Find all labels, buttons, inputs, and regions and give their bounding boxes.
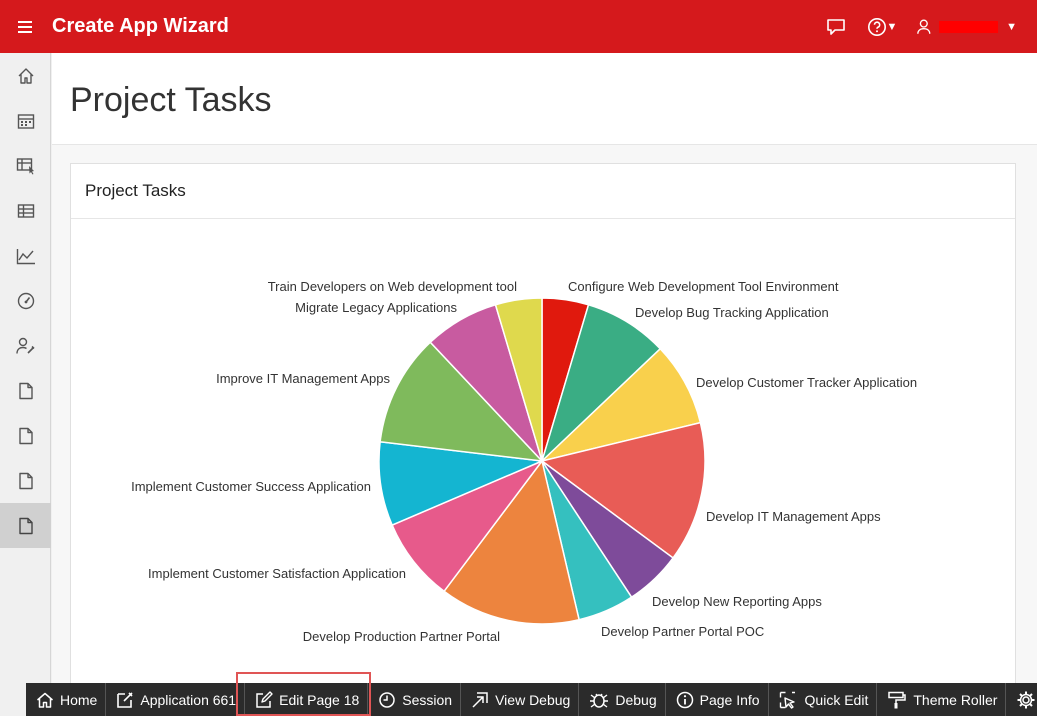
pie-slice-label: Develop Production Partner Portal — [303, 629, 500, 644]
pie-slice-label: Configure Web Development Tool Environme… — [568, 279, 839, 294]
info-icon — [676, 691, 693, 708]
user-settings-icon — [15, 337, 35, 354]
user-menu[interactable]: ▼ — [917, 16, 1017, 38]
pie-slice-label: Develop IT Management Apps — [706, 509, 881, 524]
pie-slice-label: Implement Customer Success Application — [131, 479, 371, 494]
table-icon — [17, 203, 34, 218]
dev-session-button[interactable]: Session — [368, 683, 462, 716]
nav-dashboard[interactable] — [0, 278, 51, 323]
pie-slice-label: Develop Bug Tracking Application — [635, 305, 829, 320]
dev-home-button[interactable]: Home — [26, 683, 107, 716]
nav-page-4[interactable] — [0, 503, 51, 548]
pie-slice-label: Implement Customer Satisfaction Applicat… — [148, 566, 406, 581]
chart-icon — [16, 248, 35, 264]
edit-app-icon — [117, 691, 133, 708]
edit-page-icon — [256, 690, 273, 708]
nav-page-3[interactable] — [0, 458, 51, 503]
home-icon — [37, 692, 53, 708]
dev-session-label: Session — [402, 691, 453, 708]
pie-slice-label: Develop New Reporting Apps — [652, 594, 822, 609]
paint-roller-icon — [888, 691, 907, 708]
dev-home-label: Home — [60, 691, 98, 708]
pie-slice-label: Develop Customer Tracker Application — [696, 375, 917, 390]
page-icon — [18, 382, 33, 399]
pie-slice[interactable] — [442, 459, 580, 625]
dev-view-debug-button[interactable]: View Debug — [461, 683, 580, 716]
pie-slice[interactable] — [379, 341, 544, 462]
chat-icon[interactable] — [825, 16, 847, 38]
header-actions: ▼ ▼ — [825, 0, 1017, 53]
dev-settings-button[interactable] — [1006, 683, 1037, 716]
nav-calendar[interactable] — [0, 98, 51, 143]
interactive-grid-icon — [16, 157, 34, 174]
dev-page-info-label: Page Info — [699, 691, 760, 708]
gear-icon — [1017, 691, 1035, 708]
page-icon — [18, 472, 33, 489]
page-icon — [18, 517, 33, 534]
page-icon — [18, 427, 33, 444]
pie-slice[interactable] — [494, 297, 543, 462]
chevron-down-icon: ▼ — [1006, 20, 1017, 33]
developer-toolbar: Home Application 661 Edit Page 18 Sessio… — [26, 683, 1037, 716]
pie-slice[interactable] — [540, 421, 706, 559]
nav-page-1[interactable] — [0, 368, 51, 413]
bug-icon — [590, 693, 609, 708]
dev-edit-page-button[interactable]: Edit Page 18 — [245, 683, 369, 716]
dev-debug-button[interactable]: Debug — [579, 683, 666, 716]
dev-view-debug-label: View Debug — [495, 691, 571, 708]
nav-home[interactable] — [0, 53, 51, 98]
dev-edit-page-label: Edit Page 18 — [279, 691, 360, 708]
help-menu[interactable]: ▼ — [865, 16, 899, 38]
dev-application-label: Application 661 — [140, 691, 237, 708]
dev-quick-edit-label: Quick Edit — [804, 691, 869, 708]
title-bar: Project Tasks — [52, 53, 1037, 145]
user-name — [938, 20, 999, 33]
dashboard-icon — [17, 292, 34, 309]
user-icon — [917, 19, 931, 34]
pie-slice-label: Migrate Legacy Applications — [295, 300, 457, 315]
dev-application-button[interactable]: Application 661 — [106, 683, 246, 716]
dev-quick-edit-button[interactable]: Quick Edit — [769, 683, 878, 716]
nav-interactive-grid[interactable] — [0, 143, 51, 188]
pie-slice-label: Train Developers on Web development tool — [268, 279, 517, 294]
page-title: Project Tasks — [70, 81, 272, 119]
dev-theme-roller-label: Theme Roller — [913, 691, 998, 708]
dev-page-info-button[interactable]: Page Info — [666, 683, 769, 716]
dev-theme-roller-button[interactable]: Theme Roller — [877, 683, 1007, 716]
pie-slice-label: Develop Partner Portal POC — [601, 624, 764, 639]
app-header: Create App Wizard ▼ ▼ — [0, 0, 1037, 53]
chevron-down-icon: ▼ — [886, 20, 898, 33]
menu-icon[interactable] — [0, 0, 50, 53]
nav-chart[interactable] — [0, 233, 51, 278]
dev-debug-label: Debug — [615, 691, 657, 708]
nav-page-2[interactable] — [0, 413, 51, 458]
view-debug-icon — [472, 691, 488, 708]
nav-user-settings[interactable] — [0, 323, 51, 368]
clock-icon — [379, 691, 396, 708]
help-icon — [867, 17, 886, 36]
pie-slice-label: Improve IT Management Apps — [216, 371, 390, 386]
app-title[interactable]: Create App Wizard — [52, 15, 229, 37]
home-icon — [18, 67, 33, 84]
pie-chart: Configure Web Development Tool Environme… — [131, 279, 917, 644]
side-navigation — [0, 53, 51, 683]
calendar-icon — [17, 113, 34, 129]
nav-table[interactable] — [0, 188, 51, 233]
quick-edit-icon — [779, 691, 795, 709]
region-title: Project Tasks — [71, 164, 1015, 219]
